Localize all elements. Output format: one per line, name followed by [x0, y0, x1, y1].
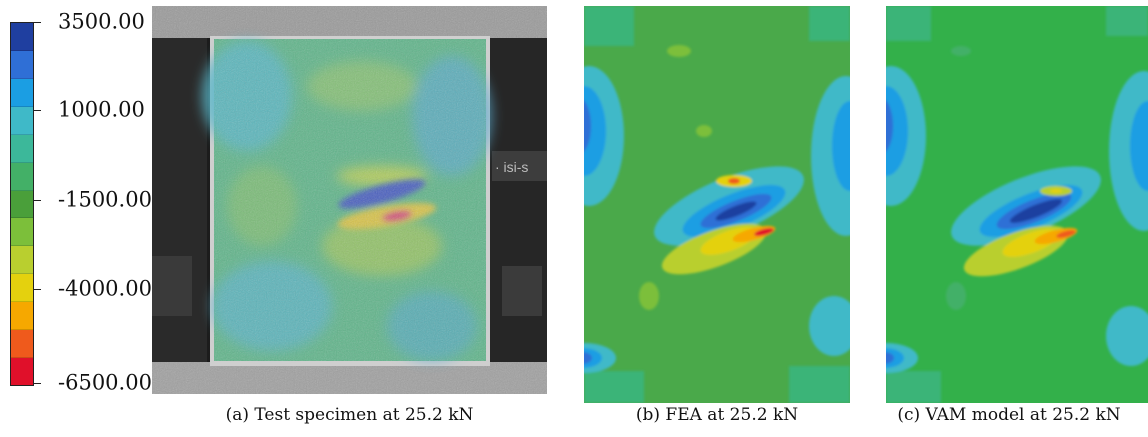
color-swatch	[11, 190, 33, 219]
scale-label: -4000.00	[58, 276, 152, 301]
color-swatch	[11, 218, 33, 247]
color-swatch	[11, 330, 33, 359]
color-swatch	[11, 134, 33, 163]
color-swatch	[11, 50, 33, 79]
color-swatch	[11, 358, 33, 385]
scale-label-min: -6500.00	[58, 370, 152, 395]
test-specimen-image: · isi-s	[152, 6, 547, 394]
color-swatch	[11, 78, 33, 107]
color-swatch	[11, 23, 33, 51]
scale-tick	[33, 22, 41, 23]
color-scale-bar	[10, 22, 34, 386]
fea-contour-plot	[584, 6, 850, 403]
scale-tick	[33, 383, 41, 384]
scale-tick	[33, 200, 41, 201]
machine-label: · isi-s	[495, 159, 528, 175]
color-swatch	[11, 246, 33, 275]
caption-fea: (b) FEA at 25.2 kN	[635, 405, 799, 425]
scale-tick	[33, 289, 41, 290]
scale-label-max: 3500.00	[58, 9, 145, 34]
color-swatch	[11, 302, 33, 331]
scale-tick	[33, 110, 41, 111]
caption-vam-model: (c) VAM model at 25.2 kN	[897, 405, 1121, 425]
caption-test-specimen: (a) Test specimen at 25.2 kN	[225, 405, 474, 425]
vam-contour-plot	[886, 6, 1148, 403]
color-swatch	[11, 274, 33, 303]
scale-label: 1000.00	[58, 97, 145, 122]
scale-label: -1500.00	[58, 187, 152, 212]
color-swatch	[11, 162, 33, 191]
color-swatch	[11, 106, 33, 135]
